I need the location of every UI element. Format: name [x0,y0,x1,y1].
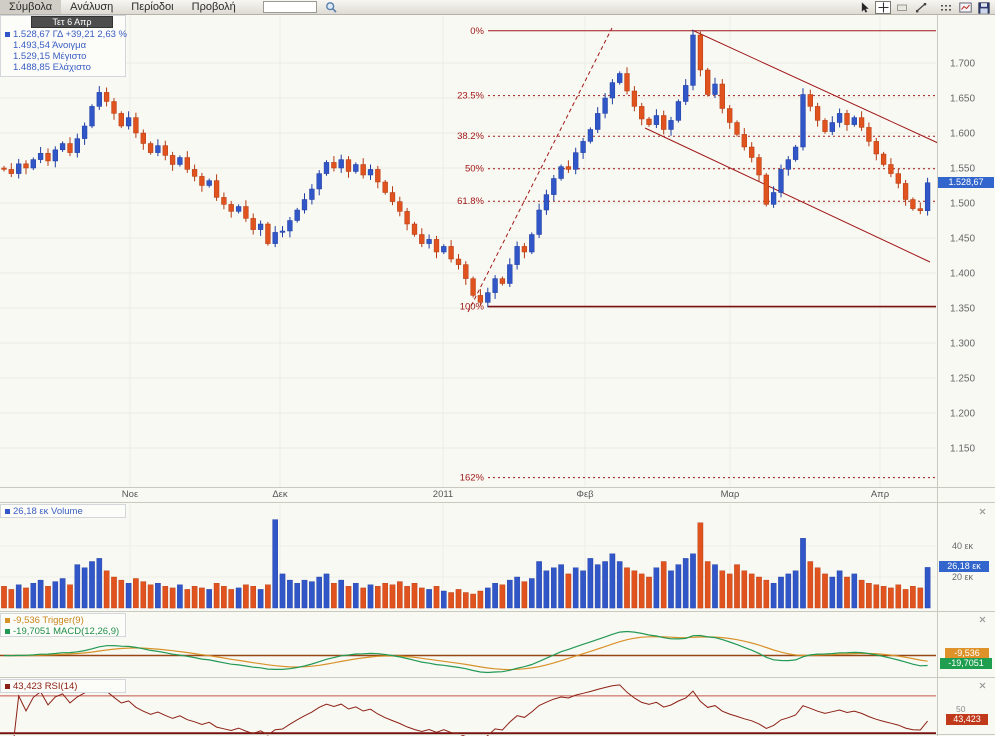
volume-bullet-icon [5,508,10,514]
menu-analysis[interactable]: Ανάλυση [70,1,114,13]
svg-text:38.2%: 38.2% [457,131,484,142]
svg-text:20 εκ: 20 εκ [952,572,974,582]
price-legend-line: 1.528,67 ΓΔ +39,21 2,63 % [13,29,127,40]
price-axis-ticks: 1.700 1.650 1.600 1.550 1.500 1.450 1.400 1.350… [0,59,975,455]
rsi-legend-box: 43,423 RSI(14) [0,679,126,693]
svg-text:Νοε: Νοε [122,489,139,500]
macd-legend-box: -9,536 Trigger(9) -19,7051 MACD(12,26,9) [0,613,126,637]
low-legend-line: 1.488,85 Ελάχιστο [13,62,91,73]
rsi-legend-line: 43,423 RSI(14) [13,680,78,692]
month-gridlines [129,16,881,608]
svg-text:50%: 50% [465,164,485,175]
svg-text:1.450: 1.450 [950,234,975,245]
pointer-icon [861,2,869,13]
time-axis-labels: Νοε Δεκ 2011 Φεβ Μαρ Απρ [122,489,890,500]
high-legend-line: 1.529,15 Μέγιστο [13,51,87,62]
macd-panel-drawing [0,630,936,674]
rsi-panel-drawing: 50 [0,684,966,736]
crosshair-icon [878,2,888,13]
crosshair-tool-button[interactable] [875,1,891,14]
svg-text:100%: 100% [460,302,485,313]
pointer-tool-button[interactable] [856,1,872,14]
svg-text:2011: 2011 [433,489,453,500]
svg-text:1.150: 1.150 [950,444,975,455]
trendline-icon [916,3,926,12]
date-tooltip: Τετ 6 Απρ [31,16,113,28]
trigger-legend-line: -9,536 Trigger(9) [13,615,84,626]
svg-text:Απρ: Απρ [871,489,890,500]
rectangle-tool-button[interactable] [894,1,910,14]
volume-bars [1,519,931,609]
svg-text:1.300: 1.300 [950,339,975,350]
rectangle-icon [897,4,907,11]
svg-text:0%: 0% [470,26,484,37]
svg-text:23.5%: 23.5% [457,91,484,102]
last-volume-badge: 26,18 εκ [939,561,989,572]
svg-text:Μαρ: Μαρ [721,489,740,500]
svg-text:1.550: 1.550 [950,164,975,175]
svg-text:1.700: 1.700 [950,59,975,70]
grid-tool-button[interactable] [938,1,954,14]
chart-toolbar [856,0,992,15]
symbol-search-input[interactable] [262,1,317,13]
trendline-tool-button[interactable] [913,1,929,14]
svg-text:50: 50 [956,704,966,714]
svg-text:1.650: 1.650 [950,94,975,105]
chart-icon [958,2,972,13]
last-price-badge: 1.528,67 [938,177,994,188]
svg-text:1.400: 1.400 [950,269,975,280]
trigger-value-badge: -9,536 [945,648,989,659]
svg-text:1.600: 1.600 [950,129,975,140]
menu-view[interactable]: Προβολή [191,1,236,13]
svg-text:1.500: 1.500 [950,199,975,210]
save-button[interactable] [976,1,992,14]
fibonacci-levels: 0% 23.5% 38.2% 50% 61.8% 100% 162% [457,26,936,484]
svg-text:Δεκ: Δεκ [272,489,288,500]
menu-periods[interactable]: Περίοδοι [131,1,174,13]
rsi-panel-close-icon[interactable] [978,681,987,690]
volume-legend-box: 26,18 εκ Volume [0,504,126,518]
save-icon [978,1,990,14]
rsi-bullet-icon [5,683,10,689]
macd-value-badge: -19,7051 [940,658,992,669]
volume-panel-close-icon[interactable] [978,507,987,516]
svg-text:61.8%: 61.8% [457,196,484,207]
candlestick-series [1,30,931,308]
svg-text:1.350: 1.350 [950,304,975,315]
series-bullet-icon [5,32,10,37]
svg-text:40 εκ: 40 εκ [952,541,974,551]
price-legend-box: Τετ 6 Απρ 1.528,67 ΓΔ +39,21 2,63 % 1.49… [0,15,127,77]
panel-separators [0,15,995,736]
macd-panel-close-icon[interactable] [978,615,987,624]
chart-type-button[interactable] [957,1,973,14]
menu-bar: Σύμβολα Ανάλυση Περίοδοι Προβολή [0,0,995,15]
macd-bullet-icon [5,629,10,634]
svg-text:1.200: 1.200 [950,409,975,420]
svg-text:Φεβ: Φεβ [576,489,594,500]
open-legend-line: 1.493,54 Άνοιγμα [13,40,87,51]
rsi-value-badge: 43,423 [946,714,988,725]
macd-legend-line: -19,7051 MACD(12,26,9) [13,626,120,637]
svg-text:162%: 162% [460,473,485,484]
grid-icon [941,4,951,11]
trendlines [467,27,939,313]
volume-legend-line: 26,18 εκ Volume [13,505,83,517]
search-icon[interactable] [325,1,339,14]
menu-symbols[interactable]: Σύμβολα [0,0,62,14]
trigger-bullet-icon [5,618,10,623]
svg-text:1.250: 1.250 [950,374,975,385]
